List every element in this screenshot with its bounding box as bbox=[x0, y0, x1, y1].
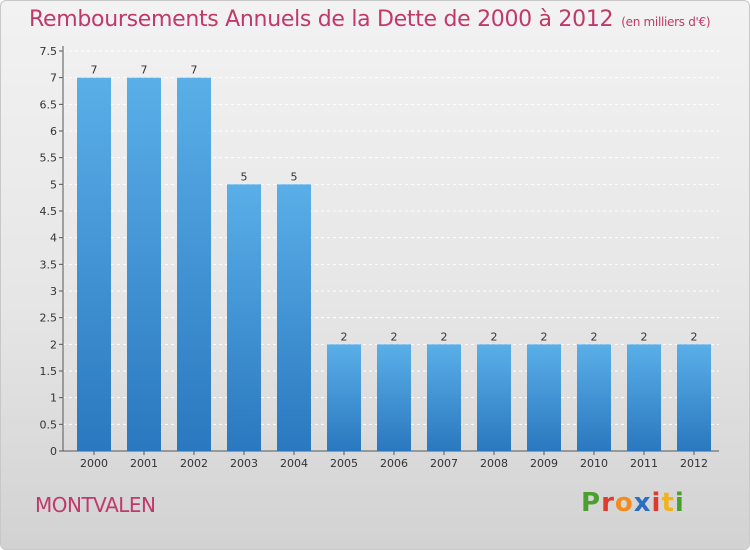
bar bbox=[577, 344, 611, 451]
bar bbox=[277, 184, 311, 452]
y-tick-label: 6.5 bbox=[40, 98, 58, 111]
bar bbox=[377, 344, 411, 451]
data-label: 5 bbox=[291, 170, 298, 183]
x-tick-label: 2012 bbox=[680, 457, 708, 470]
data-label: 2 bbox=[341, 330, 348, 343]
y-tick-label: 3 bbox=[50, 285, 57, 298]
logo-letter: o bbox=[614, 488, 634, 518]
labels: 0 0.5 1 1.5 2 2.5 3 3.5 4 4.5 5 5.5 6 6.5 7 7.5 2000 7 200… bbox=[40, 45, 709, 470]
y-tick-label: 7.5 bbox=[40, 45, 58, 58]
y-tick-label: 1.5 bbox=[40, 365, 58, 378]
y-tick-label: 6 bbox=[50, 125, 57, 138]
y-tick-label: 2 bbox=[50, 338, 57, 351]
x-tick-label: 2010 bbox=[580, 457, 608, 470]
x-tick-label: 2005 bbox=[330, 457, 358, 470]
bar bbox=[677, 344, 711, 451]
y-tick-label: 4.5 bbox=[40, 205, 58, 218]
y-tick-label: 5 bbox=[50, 178, 57, 191]
data-label: 2 bbox=[691, 330, 698, 343]
y-tick-label: 7 bbox=[50, 72, 57, 85]
data-label: 2 bbox=[641, 330, 648, 343]
commune-name: MONTVALEN bbox=[35, 493, 156, 517]
bar bbox=[127, 77, 161, 452]
proxiti-logo: Proxiti bbox=[581, 488, 685, 518]
bar bbox=[177, 77, 211, 452]
y-tick-label: 2.5 bbox=[40, 312, 58, 325]
x-tick-label: 2004 bbox=[280, 457, 308, 470]
chart-title: Remboursements Annuels de la Dette de 20… bbox=[29, 7, 711, 32]
y-tick-label: 3.5 bbox=[40, 258, 58, 271]
logo-letter: i bbox=[674, 488, 685, 518]
logo-letter: i bbox=[651, 488, 662, 518]
x-tick-label: 2001 bbox=[130, 457, 158, 470]
logo-letter: t bbox=[661, 488, 675, 518]
data-label: 2 bbox=[441, 330, 448, 343]
data-label: 2 bbox=[591, 330, 598, 343]
y-tick-label: 5.5 bbox=[40, 152, 58, 165]
y-tick-label: 1 bbox=[50, 392, 57, 405]
data-label: 5 bbox=[241, 170, 248, 183]
y-tick-label: 4 bbox=[50, 232, 57, 245]
y-tick-label: 0 bbox=[50, 445, 57, 458]
logo-letter: P bbox=[581, 488, 602, 518]
x-tick-label: 2009 bbox=[530, 457, 558, 470]
logo-letter: r bbox=[601, 488, 615, 518]
chart-title-text: Remboursements Annuels de la Dette de 20… bbox=[29, 7, 614, 32]
x-tick-label: 2008 bbox=[480, 457, 508, 470]
x-tick-label: 2002 bbox=[180, 457, 208, 470]
x-tick-label: 2000 bbox=[80, 457, 108, 470]
bar bbox=[627, 344, 661, 451]
data-label: 7 bbox=[141, 64, 148, 77]
chart-subtitle: (en milliers d'€) bbox=[621, 15, 711, 29]
bar bbox=[427, 344, 461, 451]
bars bbox=[77, 77, 711, 452]
data-label: 2 bbox=[541, 330, 548, 343]
bar bbox=[477, 344, 511, 451]
x-tick-label: 2006 bbox=[380, 457, 408, 470]
data-label: 7 bbox=[91, 64, 98, 77]
bar bbox=[227, 184, 261, 452]
bar bbox=[527, 344, 561, 451]
logo-letter: x bbox=[633, 488, 652, 518]
data-label: 7 bbox=[191, 64, 198, 77]
x-tick-label: 2007 bbox=[430, 457, 458, 470]
data-label: 2 bbox=[491, 330, 498, 343]
x-tick-label: 2003 bbox=[230, 457, 258, 470]
bar bbox=[77, 77, 111, 452]
data-label: 2 bbox=[391, 330, 398, 343]
x-tick-label: 2011 bbox=[630, 457, 658, 470]
bar bbox=[327, 344, 361, 451]
y-tick-label: 0.5 bbox=[40, 418, 58, 431]
